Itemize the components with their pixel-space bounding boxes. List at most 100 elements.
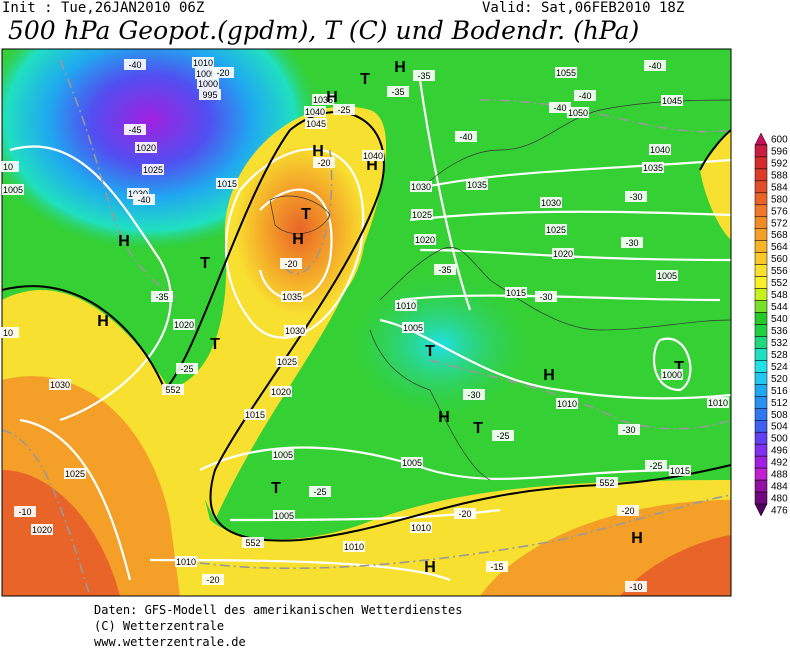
label-box [176, 363, 198, 374]
label-box [192, 57, 214, 68]
label-box [617, 505, 639, 516]
colorbar-swatch [754, 204, 768, 218]
label-box [127, 188, 149, 199]
label-box [552, 248, 574, 259]
contour-label: 1005 [657, 271, 677, 281]
contour-label: 1005 [196, 69, 216, 79]
contour-label: -20 [458, 509, 471, 519]
colorbar-label: 516 [771, 386, 788, 397]
pressure-center: T [473, 420, 483, 437]
contour-label: 995 [202, 90, 217, 100]
contour-label: 1010 [708, 398, 728, 408]
colorbar-swatch [754, 300, 768, 313]
colorbar-label: 588 [771, 170, 788, 181]
label-box [212, 67, 234, 78]
colorbar-swatch [754, 420, 768, 433]
contour-label: 552 [165, 385, 180, 395]
contour-label: -25 [649, 461, 662, 471]
label-box [216, 178, 238, 189]
contour-label: -40 [137, 195, 150, 205]
label-box [31, 524, 53, 535]
label-box [567, 107, 589, 118]
label-box [625, 581, 647, 592]
warm-region [620, 535, 731, 596]
colorbar-label: 592 [771, 158, 788, 169]
pressure-center: H [424, 559, 436, 576]
colorbar-label: 484 [771, 482, 788, 493]
colorbar-label: 532 [771, 338, 788, 349]
colorbar-swatch [754, 264, 768, 277]
contour-label: -15 [490, 562, 503, 572]
colorbar-label: 580 [771, 194, 788, 205]
contour-label: -30 [467, 390, 480, 400]
label-box [195, 68, 217, 79]
contour-label: 1025 [65, 469, 85, 479]
contour-label: 1040 [650, 145, 670, 155]
contour-label: -35 [438, 265, 451, 275]
label-box [555, 67, 577, 78]
colorbar-label: 504 [771, 422, 788, 433]
colorbar-label: 552 [771, 278, 788, 289]
contour-label: 1005 [273, 450, 293, 460]
contour-label: 1025 [412, 210, 432, 220]
contour-label: -20 [284, 259, 297, 269]
pressure-center: H [312, 143, 324, 160]
colorbar-label: 500 [771, 434, 788, 445]
contour-label: 10 [3, 328, 13, 338]
contour-label: 1030 [50, 380, 70, 390]
label-box [649, 144, 671, 155]
colorbar-label: 480 [771, 494, 788, 505]
colorbar-label: 568 [771, 230, 788, 241]
colorbar-label: 540 [771, 314, 788, 325]
label-box [463, 389, 485, 400]
contour-label: -40 [648, 61, 661, 71]
colorbar-label: 536 [771, 326, 788, 337]
pressure-center: T [210, 336, 220, 353]
label-box [242, 537, 264, 548]
init-time: Init : Tue,26JAN2010 06Z [2, 0, 205, 16]
pressure-center: H [118, 233, 130, 250]
contour-label: 1050 [568, 108, 588, 118]
colorbar-swatch [754, 431, 768, 445]
label-box [124, 59, 146, 70]
label-box [64, 468, 86, 479]
pressure-center: T [200, 255, 210, 272]
contour-label: 1040 [363, 151, 383, 161]
label-box [272, 449, 294, 460]
contour-label: 1030 [285, 326, 305, 336]
label-box [343, 541, 365, 552]
valid-time: Valid: Sat,06FEB2010 18Z [482, 0, 685, 16]
colorbar-swatch [754, 348, 768, 361]
contour-label: 1045 [662, 96, 682, 106]
colorbar-label: 544 [771, 302, 788, 313]
label-box [395, 300, 417, 311]
footer-line: Daten: GFS-Modell des amerikanischen Wet… [94, 603, 463, 617]
label-box [0, 327, 19, 338]
contour-label: -40 [459, 132, 472, 142]
label-box [312, 94, 334, 105]
contour-label: 1045 [306, 119, 326, 129]
contour-label: 1005 [402, 458, 422, 468]
colorbar-swatch [754, 503, 768, 517]
contour-label: -35 [155, 292, 168, 302]
colorbar-swatch [754, 396, 768, 409]
label-box [545, 224, 567, 235]
warm-region [2, 290, 731, 596]
label-box [505, 287, 527, 298]
contour-label: 1020 [32, 525, 52, 535]
colorbar-swatch [754, 168, 768, 182]
label-box [621, 237, 643, 248]
contour-label: -20 [206, 575, 219, 585]
colorbar-swatch [754, 312, 768, 325]
label-box [244, 409, 266, 420]
colorbar-swatch [754, 180, 768, 194]
colorbar-swatch [754, 443, 768, 457]
label-box [135, 142, 157, 153]
552-contour [2, 111, 731, 542]
contour-label: -35 [391, 87, 404, 97]
label-box [618, 424, 640, 435]
label-box [14, 506, 36, 517]
contour-label: 552 [245, 538, 260, 548]
contour-label: 1005 [403, 323, 423, 333]
contour-label: -40 [128, 60, 141, 70]
